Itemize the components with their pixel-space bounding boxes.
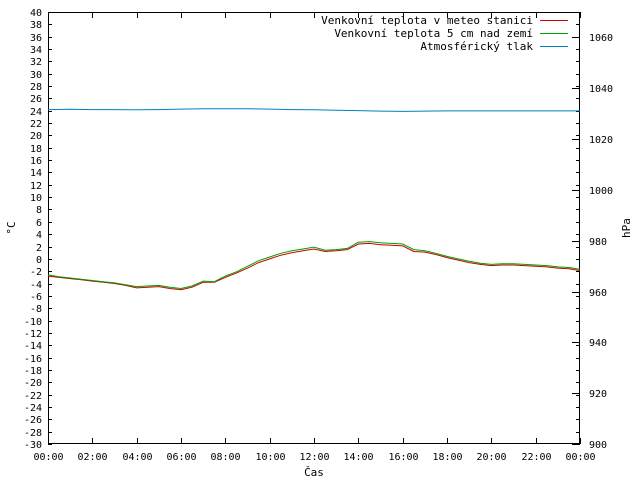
x-tick-label: 16:00 [388, 452, 418, 463]
x-tick-label: 00:00 [565, 452, 595, 463]
y-tick-label: 32 [30, 57, 42, 68]
series-line-0 [47, 242, 581, 291]
y-tick-label: 28 [30, 82, 42, 93]
y-tick-label: 34 [30, 45, 42, 56]
y-tick-label: -10 [24, 317, 42, 328]
y-tick-label: 14 [30, 168, 42, 179]
y-tick-label: 22 [30, 119, 42, 130]
y-tick-label: -14 [24, 341, 42, 352]
series-line-1 [47, 241, 581, 290]
y2-tick-label: 980 [589, 237, 607, 248]
y-tick-label: 16 [30, 156, 42, 167]
y-axis-title: °C [5, 221, 18, 234]
y-tick-label: -12 [24, 329, 42, 340]
y-tick-label: 10 [30, 193, 42, 204]
y-tick-label: -4 [30, 280, 42, 291]
series-line-2 [47, 108, 580, 112]
axis-tick-labels: -30-28-26-24-22-20-18-16-14-12-10-8-6-4-… [24, 8, 613, 463]
y-tick-label: 20 [30, 131, 42, 142]
x-tick-label: 10:00 [255, 452, 285, 463]
y-tick-label: 38 [30, 20, 42, 31]
y-tick-label: 26 [30, 94, 42, 105]
y2-tick-label: 960 [589, 288, 607, 299]
y-tick-label: 40 [30, 8, 42, 19]
y-tick-label: -2 [30, 267, 42, 278]
y-tick-label: -8 [30, 304, 42, 315]
series-lines [47, 108, 581, 291]
x-tick-label: 08:00 [210, 452, 240, 463]
legend-label-ground-temp: Venkovní teplota 5 cm nad zemí [334, 27, 533, 40]
x-tick-label: 22:00 [521, 452, 551, 463]
y-tick-label: -20 [24, 378, 42, 389]
x-axis-title: Čas [304, 466, 324, 479]
y2-tick-label: 1060 [589, 33, 613, 44]
y-tick-label: 0 [36, 255, 42, 266]
x-tick-label: 00:00 [33, 452, 63, 463]
y-tick-label: 6 [36, 218, 42, 229]
y-tick-label: 2 [36, 243, 42, 254]
legend-label-outdoor-temp: Venkovní teplota v meteo stanici [321, 14, 533, 27]
x-tick-label: 02:00 [77, 452, 107, 463]
y-tick-label: 8 [36, 205, 42, 216]
y-tick-label: -30 [24, 440, 42, 451]
y2-tick-label: 940 [589, 338, 607, 349]
y-tick-label: -26 [24, 415, 42, 426]
y2-tick-label: 1000 [589, 186, 613, 197]
y2-axis-title: hPa [620, 218, 633, 238]
y-tick-label: -18 [24, 366, 42, 377]
x-tick-label: 18:00 [432, 452, 462, 463]
y-tick-label: -16 [24, 354, 42, 365]
legend-label-pressure: Atmosférický tlak [420, 40, 533, 53]
y-tick-label: -22 [24, 391, 42, 402]
y2-tick-label: 1020 [589, 135, 613, 146]
y-tick-label: -6 [30, 292, 42, 303]
y-tick-label: 30 [30, 70, 42, 81]
axis-ticks [48, 12, 581, 445]
y-tick-label: -28 [24, 428, 42, 439]
x-tick-label: 14:00 [343, 452, 373, 463]
y-tick-label: 24 [30, 107, 42, 118]
y-tick-label: 4 [36, 230, 42, 241]
y2-tick-label: 920 [589, 389, 607, 400]
x-tick-label: 04:00 [122, 452, 152, 463]
legend: Venkovní teplota v meteo stanici Venkovn… [321, 14, 568, 53]
y2-tick-label: 900 [589, 440, 607, 451]
x-tick-label: 12:00 [299, 452, 329, 463]
y2-tick-label: 1040 [589, 84, 613, 95]
y-tick-label: 12 [30, 181, 42, 192]
y-tick-label: 36 [30, 33, 42, 44]
x-tick-label: 20:00 [476, 452, 506, 463]
plot-frame [48, 12, 580, 444]
y-tick-label: -24 [24, 403, 42, 414]
x-tick-label: 06:00 [166, 452, 196, 463]
y-tick-label: 18 [30, 144, 42, 155]
